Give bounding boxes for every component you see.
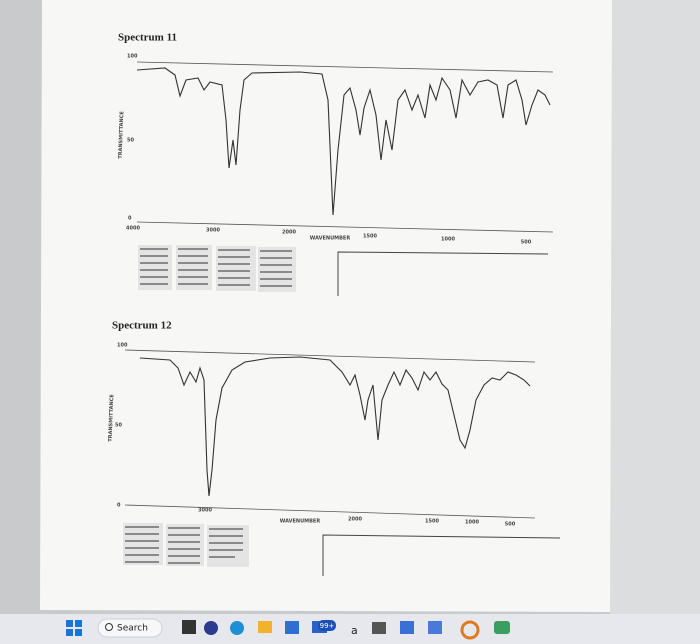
app-icon[interactable] [372, 622, 386, 634]
mail-icon[interactable]: 99+ [312, 620, 336, 633]
x-label: 1500 [425, 519, 439, 525]
app-icon[interactable] [285, 621, 299, 634]
peak-table [123, 523, 249, 567]
app-icon[interactable] [204, 621, 218, 635]
answer-box [337, 251, 549, 296]
x-label: 1000 [465, 520, 479, 526]
x-label: 1500 [363, 234, 377, 240]
x-label: 500 [521, 240, 532, 246]
y-label: 50 [127, 138, 134, 144]
spectrum-title: Spectrum 11 [118, 32, 177, 44]
notification-badge: 99+ [320, 622, 335, 630]
spectrum-trace [136, 67, 551, 216]
x-label: 2000 [348, 517, 362, 523]
answer-box [322, 534, 561, 576]
plot-frame [124, 349, 536, 519]
y-axis-label: TRANSMITTANCE [108, 394, 116, 442]
search-label: Search [117, 624, 148, 634]
search-box[interactable]: Search [97, 618, 163, 638]
x-label: 500 [505, 522, 516, 528]
y-label: 0 [128, 216, 132, 222]
y-label: 50 [115, 423, 122, 429]
side-panel [610, 0, 700, 615]
plot-frame [136, 61, 554, 233]
app-icon[interactable] [460, 620, 480, 640]
document-page [40, 0, 612, 612]
x-axis-label: WAVENUMBER [280, 519, 321, 525]
y-label: 0 [117, 503, 121, 509]
app-icon[interactable] [428, 621, 442, 634]
peak-table [138, 245, 296, 292]
start-button[interactable] [66, 620, 82, 636]
spectrum-title: Spectrum 12 [112, 320, 172, 332]
spectrum-trace [139, 356, 531, 497]
y-label: 100 [117, 343, 128, 349]
x-label: 2000 [282, 230, 296, 236]
x-axis-label: WAVENUMBER [310, 236, 351, 242]
x-label: 4000 [126, 226, 140, 232]
app-icon[interactable] [230, 621, 244, 635]
x-label: 3000 [198, 508, 212, 514]
app-letter: a [351, 624, 358, 637]
x-label: 3000 [206, 228, 220, 234]
app-icon[interactable] [182, 620, 196, 634]
app-icon[interactable] [494, 621, 510, 634]
y-label: 100 [127, 54, 138, 60]
y-axis-label: TRANSMITTANCE [118, 111, 126, 159]
app-icon[interactable] [258, 621, 272, 633]
app-icon[interactable] [400, 621, 414, 634]
x-label: 1000 [441, 237, 455, 243]
